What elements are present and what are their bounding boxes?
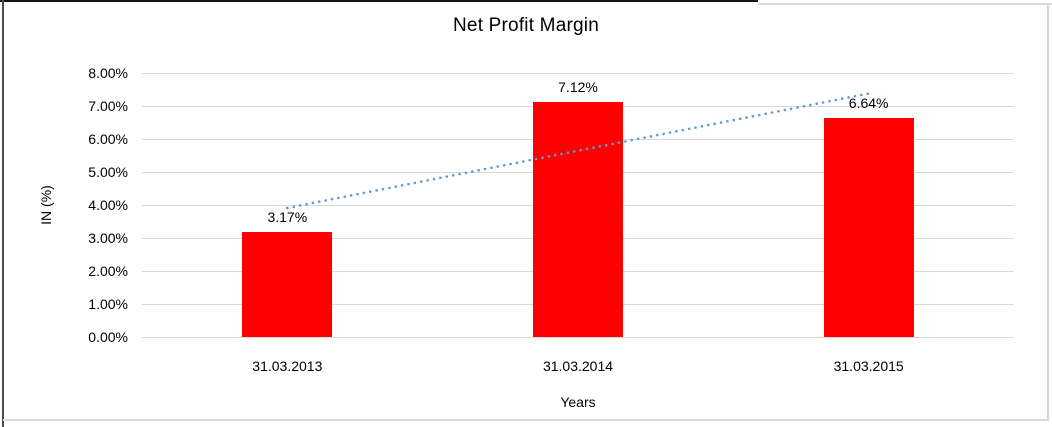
gridline: [142, 73, 1014, 74]
chart-title: Net Profit Margin: [453, 15, 599, 36]
y-tick-label: 0.00%: [88, 329, 128, 345]
bar: [533, 102, 623, 337]
frame-border-left: [2, 0, 4, 427]
frame-border-top-gray: [758, 3, 1052, 5]
y-tick-label: 2.00%: [88, 263, 128, 279]
x-tick-label: 31.03.2014: [542, 358, 614, 374]
bar-data-label: 3.17%: [267, 209, 308, 226]
gridline: [142, 336, 1014, 338]
bar: [242, 232, 333, 337]
y-tick-label: 5.00%: [88, 164, 128, 180]
x-axis-title: Years: [560, 394, 596, 410]
x-tick-label: 31.03.2013: [252, 358, 323, 374]
plot-area: 3.17% 7.12% 6.64%: [142, 73, 1014, 338]
bar-data-label: 7.12%: [558, 79, 598, 96]
y-tick-label: 7.00%: [88, 98, 128, 114]
frame-border-top-dark: [0, 0, 758, 2]
frame-border-bottom: [3, 419, 1049, 421]
bar: [823, 117, 914, 337]
y-tick-label: 4.00%: [88, 197, 128, 213]
bar-data-label: 6.64%: [848, 94, 889, 111]
y-tick-label: 3.00%: [88, 230, 128, 246]
y-tick-label: 6.00%: [88, 131, 128, 147]
frame-border-right: [1047, 3, 1049, 421]
x-tick-label: 31.03.2015: [833, 358, 904, 374]
y-tick-label: 8.00%: [88, 65, 128, 81]
y-tick-label: 1.00%: [88, 296, 128, 312]
